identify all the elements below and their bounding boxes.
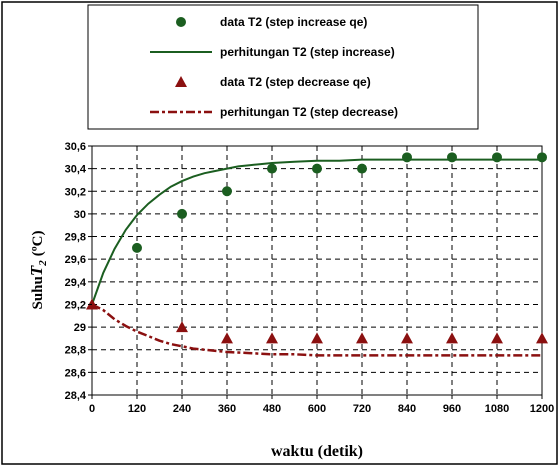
y-tick-label: 30,2 <box>65 186 86 198</box>
calc-increase-line <box>91 158 542 305</box>
svg-text:SuhuT2(ºC): SuhuT2 (ºC) <box>27 230 49 309</box>
x-tick-label: 240 <box>173 403 191 415</box>
legend-box <box>87 4 479 130</box>
x-tick-label: 960 <box>443 403 461 415</box>
y-tick-label: 29,8 <box>65 232 86 244</box>
y-tick-label: 28,4 <box>65 390 87 402</box>
plot-area: 0 120 240 360 480 600 720 840 960 1080 1200 28,4 28,… <box>65 141 555 415</box>
y-tick-label: 29,2 <box>65 299 86 311</box>
y-tick-label: 28,8 <box>65 345 86 357</box>
x-tick-label: 1200 <box>530 403 554 415</box>
y-axis-title: SuhuT2 (ºC) <box>27 230 49 309</box>
y-tick-label: 30,6 <box>65 141 86 153</box>
data-increase-point <box>402 152 412 163</box>
data-increase-point <box>537 152 547 163</box>
x-tick-label: 600 <box>308 403 326 415</box>
data-decrease-point <box>221 332 233 344</box>
y-tick-label: 30 <box>74 209 86 221</box>
y-axis-title-var: T <box>27 265 46 276</box>
data-increase-point <box>312 163 322 174</box>
x-tick-label: 720 <box>353 403 371 415</box>
legend: data T2 (step increase qe) perhitungan T2… <box>87 4 479 130</box>
data-decrease-point <box>176 321 188 333</box>
y-axis-title-unit: (ºC) <box>30 230 46 256</box>
data-increase-point <box>177 208 187 219</box>
y-tick-label: 30,4 <box>65 164 87 176</box>
data-increase-point <box>492 152 502 163</box>
data-increase-point <box>447 152 457 163</box>
x-tick-label: 0 <box>89 403 95 415</box>
y-axis-title-sub: 2 <box>37 260 49 267</box>
data-increase-point <box>267 163 277 174</box>
y-tick-label: 29 <box>74 322 86 334</box>
calc-decrease-line <box>91 303 542 357</box>
y-tick-label: 29,4 <box>65 277 87 289</box>
data-decrease-point <box>491 332 503 344</box>
data-increase-point <box>222 186 232 197</box>
x-tick-label: 360 <box>218 403 236 415</box>
data-increase-point <box>357 163 367 174</box>
data-decrease-point <box>536 332 548 344</box>
x-tick-label: 120 <box>128 403 146 415</box>
x-axis-title: waktu (detik) <box>271 443 363 460</box>
x-tick-label: 1080 <box>485 403 509 415</box>
y-axis-title-prefix: Suhu <box>30 276 46 309</box>
data-decrease-point <box>446 332 458 344</box>
legend-label: data T2 (step increase qe) <box>220 15 367 29</box>
legend-label: perhitungan T2 (step increase) <box>220 45 395 59</box>
legend-label: data T2 (step decrease qe) <box>220 75 371 89</box>
y-tick-label: 28,6 <box>65 367 86 379</box>
x-tick-label: 480 <box>263 403 281 415</box>
data-decrease-point <box>356 332 368 344</box>
x-tick-label: 840 <box>398 403 416 415</box>
legend-marker-decrease <box>175 76 187 87</box>
data-increase-point <box>132 242 142 253</box>
legend-marker-increase <box>176 17 186 27</box>
data-decrease-point <box>401 332 413 344</box>
y-tick-label: 29,6 <box>65 254 86 266</box>
data-decrease-point <box>311 332 323 344</box>
legend-label: perhitungan T2 (step decrease) <box>220 105 398 119</box>
data-decrease-point <box>266 332 278 344</box>
